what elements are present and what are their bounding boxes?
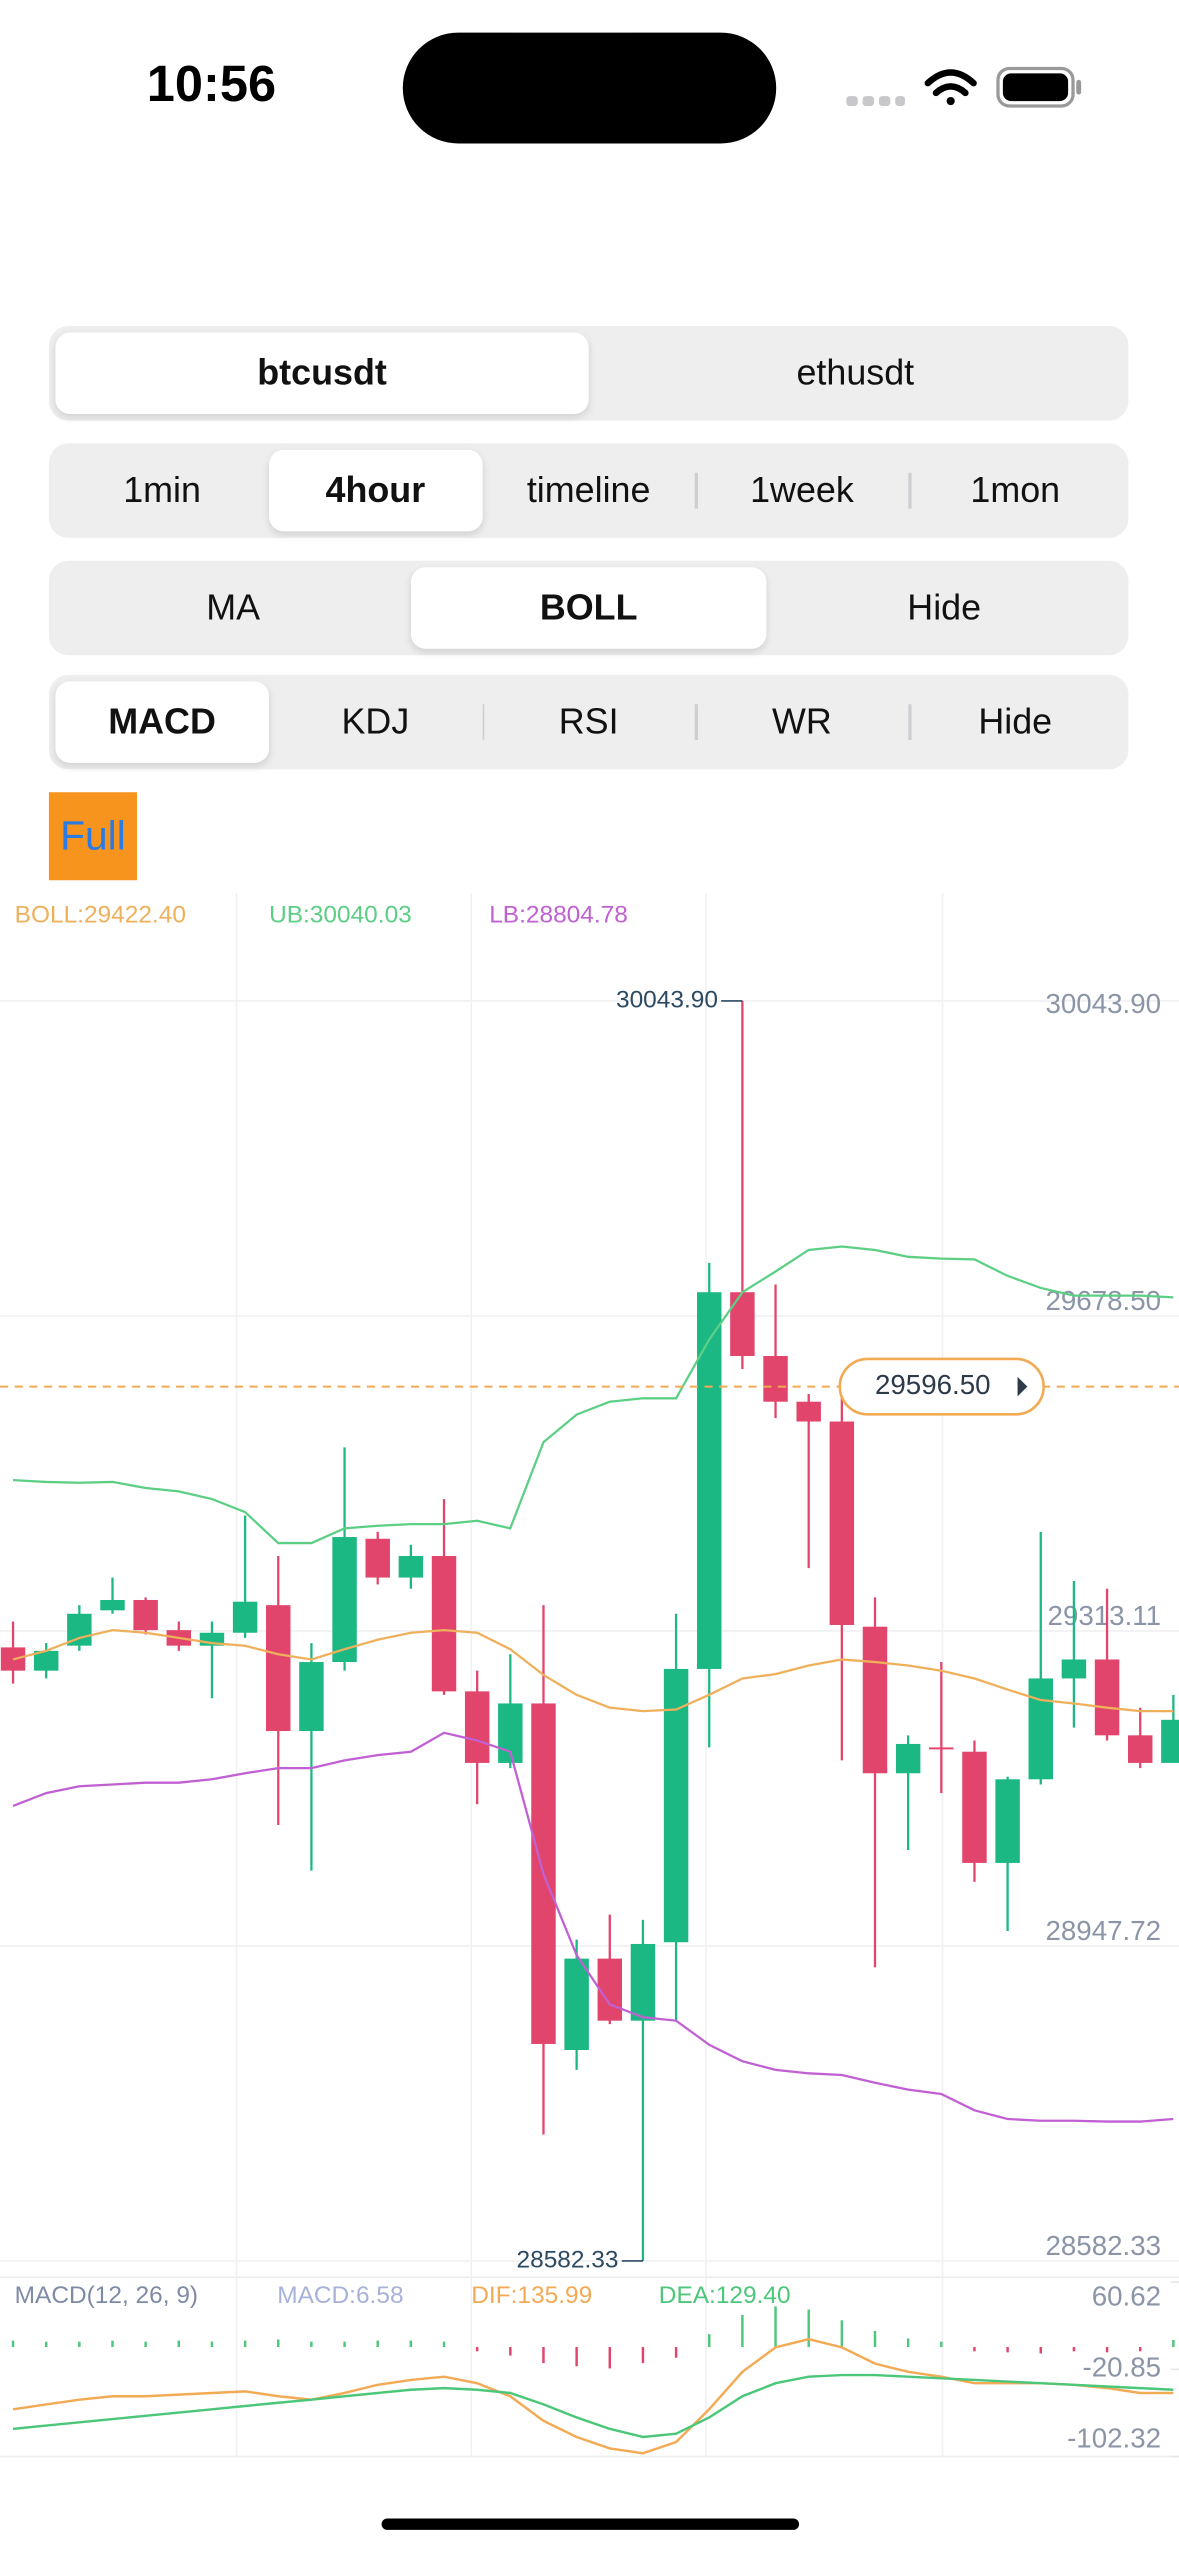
- legend-label: LB:28804.78: [489, 902, 628, 929]
- candle-body: [266, 1605, 291, 1732]
- candle-body: [730, 1292, 755, 1357]
- segment-tab[interactable]: 1week: [695, 450, 908, 532]
- candle-body: [398, 1556, 424, 1578]
- segmented-control: btcusdt ethusdt: [48, 326, 1129, 421]
- legend-label: BOLL:29422.40: [15, 902, 186, 929]
- segment-tab[interactable]: 1min: [123, 469, 201, 511]
- legend-label: UB:30040.03: [269, 902, 412, 929]
- signal-icon: [846, 96, 906, 106]
- segmented-control: 1min 4hour timeline 1week 1mon: [48, 443, 1129, 538]
- candle-body: [663, 1668, 689, 1943]
- y-tick-label: -102.32: [1067, 2423, 1161, 2454]
- legend-label: DEA:129.40: [659, 2282, 791, 2309]
- macd-line: [12, 2373, 1174, 2439]
- candle-body: [929, 1747, 954, 1750]
- segment-tab[interactable]: RSI: [482, 681, 695, 763]
- candle-body: [962, 1751, 987, 1863]
- segment-tab[interactable]: Hide: [907, 586, 982, 628]
- candle-body: [464, 1691, 490, 1763]
- segment-tab[interactable]: KDJ: [341, 700, 410, 742]
- segment-tab[interactable]: MA: [206, 586, 261, 628]
- segment-tab[interactable]: timeline: [526, 469, 651, 511]
- candle-body: [763, 1356, 788, 1402]
- boll-line: [12, 1245, 1174, 1545]
- y-tick-label: 60.62: [1092, 2281, 1161, 2312]
- segment-tab[interactable]: WR: [695, 681, 908, 763]
- y-tick-label: 28582.33: [1045, 2230, 1161, 2261]
- y-tick-label: 28947.72: [1045, 1915, 1161, 1946]
- segment-tab[interactable]: BOLL: [410, 567, 767, 649]
- segment-tab[interactable]: 4hour: [268, 449, 483, 532]
- status-time: 10:56: [146, 55, 277, 113]
- current-price-box: [838, 1357, 1045, 1416]
- extreme-label: 28582.33: [517, 2246, 619, 2273]
- candle-body: [431, 1556, 457, 1692]
- boll-line: [12, 1628, 1174, 1713]
- boll-line: [12, 1731, 1174, 2123]
- y-tick-label: -20.85: [1082, 2352, 1161, 2383]
- y-tick-label: 30043.90: [1045, 988, 1161, 1019]
- candle-body: [796, 1401, 821, 1422]
- segmented-control: MA BOLL Hide: [48, 560, 1129, 656]
- candle-body: [1028, 1678, 1053, 1780]
- candle-body: [862, 1626, 888, 1774]
- wifi-icon: [924, 69, 977, 106]
- segment-tab[interactable]: 1mon: [908, 450, 1122, 532]
- candle-body: [299, 1662, 324, 1732]
- legend-label: MACD:6.58: [277, 2282, 403, 2309]
- candle-body: [100, 1599, 125, 1611]
- candle-body: [232, 1601, 258, 1633]
- candle-body: [133, 1599, 158, 1631]
- candle-body: [697, 1292, 722, 1669]
- candle-body: [597, 1958, 623, 2021]
- segment-tab[interactable]: ethusdt: [796, 352, 915, 393]
- segment-tab[interactable]: Hide: [908, 681, 1122, 763]
- candle-body: [332, 1537, 357, 1663]
- segment-tab[interactable]: btcusdt: [55, 332, 589, 415]
- candle-body: [1061, 1659, 1087, 1679]
- candle-body: [365, 1538, 390, 1578]
- current-price-arrow: [1017, 1376, 1028, 1397]
- legend-label: DIF:135.99: [471, 2282, 592, 2309]
- extreme-label: 30043.90: [616, 986, 718, 1013]
- candle-body: [1127, 1735, 1153, 1763]
- y-tick-label: 29313.11: [1048, 1600, 1162, 1631]
- candle-body: [995, 1779, 1020, 1863]
- current-price-label: 29596.50: [875, 1369, 991, 1400]
- candle-body: [895, 1743, 921, 1774]
- home-indicator: [381, 2518, 800, 2530]
- macd-line: [12, 2337, 1174, 2455]
- y-tick-label: 29678.50: [1045, 1285, 1161, 1316]
- segment-tab[interactable]: MACD: [55, 681, 269, 763]
- candle-body: [33, 1650, 59, 1671]
- candle-body: [630, 1943, 656, 2021]
- full-button[interactable]: Full: [48, 792, 137, 881]
- indicator-label: MACD(12, 26, 9): [15, 2282, 198, 2309]
- candle-body: [564, 1958, 589, 2050]
- candle-body: [1161, 1719, 1179, 1763]
- segmented-control: MACD KDJ RSI WR Hide: [48, 674, 1129, 770]
- dynamic-island: [402, 32, 777, 144]
- battery-icon: [996, 66, 1082, 108]
- candle-body: [1094, 1659, 1120, 1736]
- candle-body: [829, 1421, 855, 1625]
